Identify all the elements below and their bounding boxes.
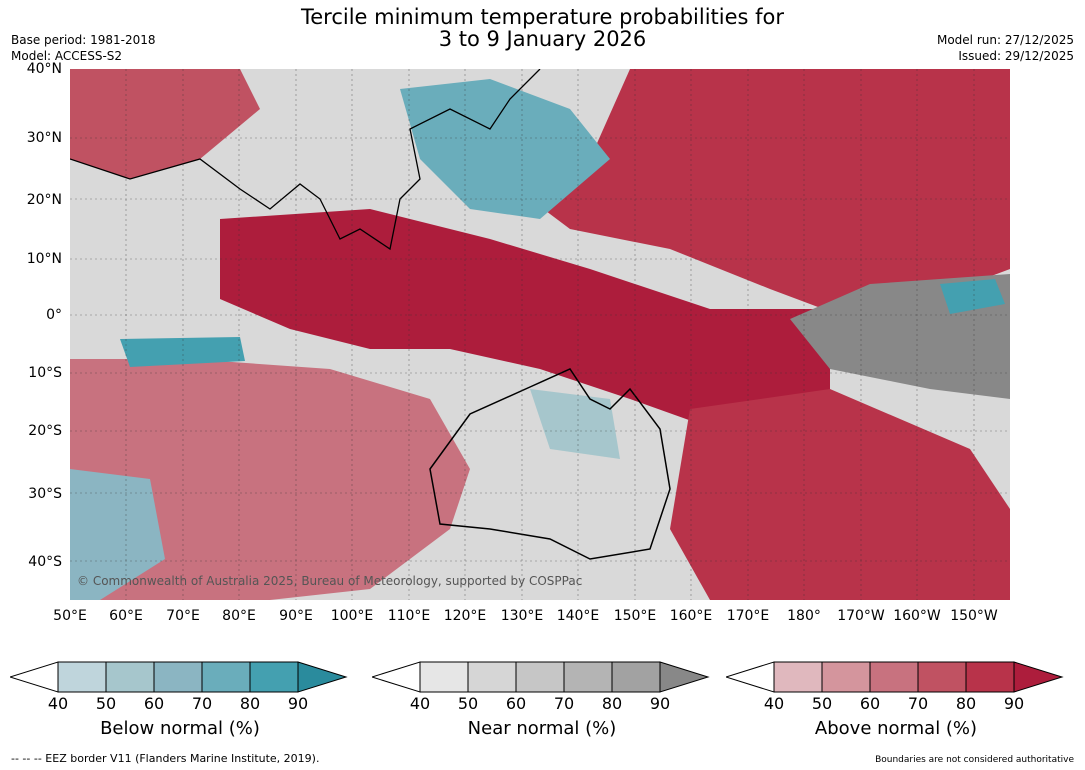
australia-coastline: [429, 368, 671, 560]
legend-below-tick-40: 40: [47, 694, 69, 713]
lat-label-40S: 40°S: [28, 554, 62, 570]
legend-above-tick-70: 70: [907, 694, 929, 713]
lon-label-130E: 130°E: [500, 608, 544, 624]
above-normal-tasman-sea: [670, 389, 1010, 600]
lat-label-10S: 10°S: [28, 365, 62, 381]
copyright-notice: © Commonwealth of Australia 2025, Bureau…: [77, 574, 583, 588]
legend-above-tick-50: 50: [811, 694, 833, 713]
below-normal-east-asia: [400, 79, 610, 219]
lon-label-80E: 80°E: [222, 608, 256, 624]
map-title-line2: 3 to 9 January 2026: [438, 27, 647, 51]
lon-label-60E: 60°E: [109, 608, 143, 624]
legend-above-tick-60: 60: [859, 694, 881, 713]
eez-border-note: -- -- -- EEZ border V11 (Flanders Marine…: [11, 752, 320, 765]
legend-above-tick-90: 90: [1003, 694, 1025, 713]
legend-near-colorbar: [370, 661, 710, 693]
probability-map: [70, 69, 1010, 600]
map-title-line1: Tercile minimum temperature probabilitie…: [300, 5, 785, 29]
lon-label-110E: 110°E: [387, 608, 431, 624]
meta-right: Model run: 27/12/2025 Issued: 29/12/2025: [937, 32, 1074, 64]
legend-below-colorbar: [8, 661, 348, 693]
below-normal-central-pacific: [940, 279, 1005, 314]
below-normal-indian-ocean: [120, 337, 245, 367]
above-normal-middle-east: [70, 69, 260, 179]
lon-label-100E: 100°E: [330, 608, 374, 624]
model-name: Model: ACCESS-S2: [11, 49, 123, 63]
legend-above-colorbar: [724, 661, 1064, 693]
lat-label-equator: 0°: [46, 307, 62, 323]
legend-near-tick-80: 80: [601, 694, 623, 713]
lon-label-160W: 160°W: [893, 608, 941, 624]
lon-label-170E: 170°E: [726, 608, 770, 624]
legend-below-tick-60: 60: [143, 694, 165, 713]
legend-near-tick-50: 50: [457, 694, 479, 713]
above-normal-south-indian-ocean: [70, 359, 470, 600]
above-normal-maritime-continent: [220, 209, 830, 449]
legend-above-normal: 40 50 60 70 80 90 Above normal (%): [724, 660, 1066, 740]
issued-date: Issued: 29/12/2025: [958, 49, 1074, 63]
lon-label-170W: 170°W: [837, 608, 885, 624]
legend-near-tick-90: 90: [649, 694, 671, 713]
lon-label-140E: 140°E: [556, 608, 600, 624]
asia-coastline: [70, 69, 541, 251]
lon-label-90E: 90°E: [279, 608, 313, 624]
lat-label-20N: 20°N: [26, 192, 62, 208]
above-normal-north-pacific: [530, 69, 1010, 319]
lon-label-150W: 150°W: [950, 608, 998, 624]
base-period: Base period: 1981-2018: [11, 33, 156, 47]
lon-label-120E: 120°E: [443, 608, 487, 624]
legend-below-title: Below normal (%): [100, 718, 260, 739]
legend-above-tick-40: 40: [763, 694, 785, 713]
lon-label-160E: 160°E: [669, 608, 713, 624]
legend-near-tick-60: 60: [505, 694, 527, 713]
below-normal-southwest-indian-ocean: [70, 469, 165, 600]
below-normal-northern-australia: [530, 389, 620, 459]
lat-label-40N: 40°N: [26, 61, 62, 77]
lon-label-70E: 70°E: [166, 608, 200, 624]
lat-label-20S: 20°S: [28, 423, 62, 439]
legend-below-tick-90: 90: [287, 694, 309, 713]
boundaries-disclaimer: Boundaries are not considered authoritat…: [875, 755, 1074, 765]
legend-below-tick-80: 80: [239, 694, 261, 713]
legend-above-tick-80: 80: [955, 694, 977, 713]
legend-near-normal: 40 50 60 70 80 90 Near normal (%): [370, 660, 712, 740]
map-canvas: [70, 69, 1010, 600]
meta-left: Base period: 1981-2018 Model: ACCESS-S2: [11, 32, 156, 64]
lon-label-50E: 50°E: [53, 608, 87, 624]
lon-label-150E: 150°E: [613, 608, 657, 624]
legend-below-tick-50: 50: [95, 694, 117, 713]
legend-below-tick-70: 70: [191, 694, 213, 713]
lat-label-30N: 30°N: [26, 130, 62, 146]
lat-label-30S: 30°S: [28, 486, 62, 502]
lat-label-10N: 10°N: [26, 251, 62, 267]
legend-near-tick-70: 70: [553, 694, 575, 713]
model-run: Model run: 27/12/2025: [936, 33, 1074, 47]
legend-below-normal: 40 50 60 70 80 90 Below normal (%): [8, 660, 350, 740]
legend-near-title: Near normal (%): [467, 718, 617, 739]
graticule: [70, 69, 1010, 600]
legend-above-title: Above normal (%): [814, 718, 978, 739]
legend-near-tick-40: 40: [409, 694, 431, 713]
lon-label-180: 180°: [787, 608, 821, 624]
